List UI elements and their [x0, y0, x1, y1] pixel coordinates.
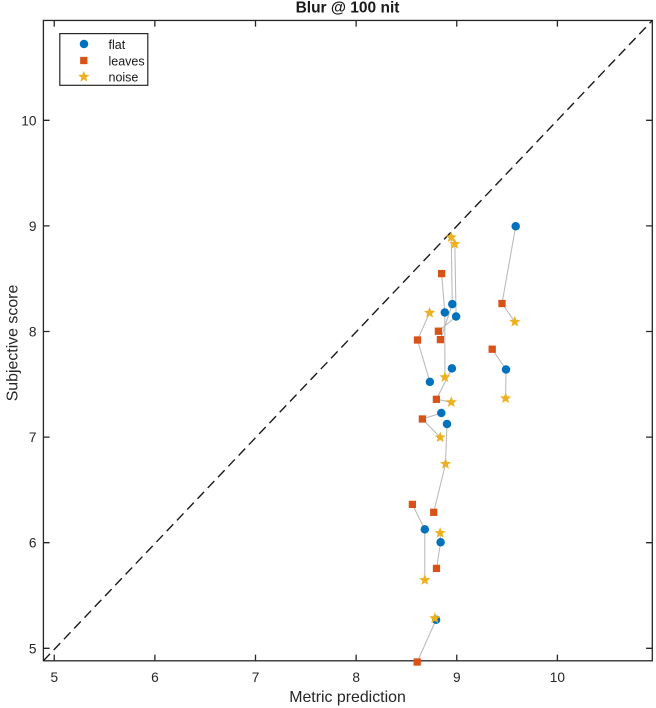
svg-text:5: 5	[50, 670, 58, 685]
svg-text:Metric prediction: Metric prediction	[289, 689, 406, 706]
svg-text:10: 10	[21, 113, 37, 128]
svg-text:7: 7	[252, 670, 260, 685]
svg-text:leaves: leaves	[109, 54, 145, 68]
svg-text:8: 8	[352, 670, 360, 685]
svg-text:5: 5	[29, 641, 37, 656]
svg-text:flat: flat	[109, 38, 126, 52]
svg-text:8: 8	[29, 325, 37, 340]
svg-text:7: 7	[29, 430, 37, 445]
svg-text:Blur @ 100 nit: Blur @ 100 nit	[296, 0, 400, 17]
svg-text:6: 6	[151, 670, 159, 685]
svg-text:9: 9	[29, 219, 37, 234]
svg-text:9: 9	[453, 670, 461, 685]
svg-text:6: 6	[29, 536, 37, 551]
svg-text:noise: noise	[109, 71, 139, 85]
svg-text:Subjective score: Subjective score	[5, 285, 22, 402]
svg-text:10: 10	[550, 670, 566, 685]
